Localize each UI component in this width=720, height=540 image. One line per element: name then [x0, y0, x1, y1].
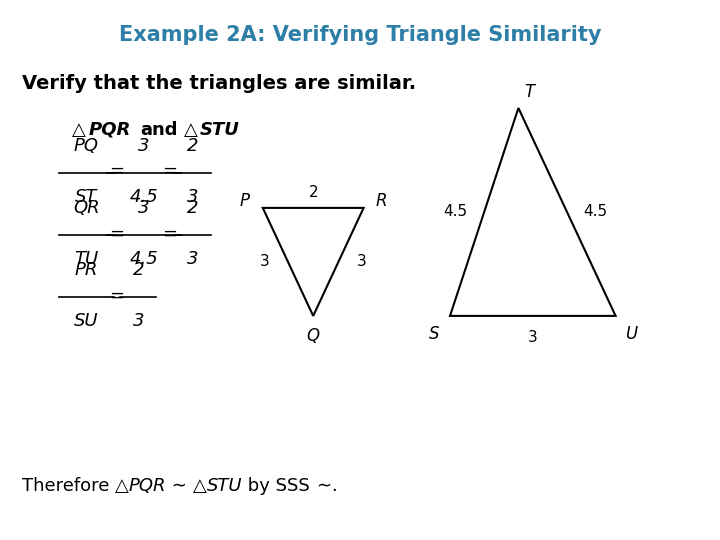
Text: PQ: PQ — [74, 137, 99, 155]
Text: 3: 3 — [138, 199, 150, 217]
Text: =: = — [109, 286, 124, 305]
Text: △: △ — [184, 120, 197, 139]
Text: =: = — [163, 224, 177, 242]
Text: ∼: ∼ — [166, 477, 193, 495]
Text: 3: 3 — [138, 137, 150, 155]
Text: SU: SU — [74, 312, 99, 330]
Text: by SSS: by SSS — [242, 477, 315, 495]
Text: STU: STU — [200, 120, 240, 139]
Text: STU: STU — [207, 477, 242, 495]
Text: ∼: ∼ — [315, 477, 330, 495]
Text: 4.5: 4.5 — [444, 205, 467, 219]
Text: =: = — [163, 162, 177, 180]
Text: ST: ST — [75, 188, 98, 206]
Text: Q: Q — [307, 327, 320, 346]
Text: and: and — [140, 120, 178, 139]
Text: PQR: PQR — [129, 477, 166, 495]
Text: 3: 3 — [132, 312, 144, 330]
Text: 4.5: 4.5 — [130, 250, 158, 268]
Text: TU: TU — [74, 250, 99, 268]
Text: 3: 3 — [187, 188, 199, 206]
Text: △: △ — [114, 477, 129, 495]
Text: 4.5: 4.5 — [130, 188, 158, 206]
Text: U: U — [626, 325, 637, 343]
Text: △: △ — [193, 477, 207, 495]
Text: 2: 2 — [187, 199, 199, 217]
Text: Verify that the triangles are similar.: Verify that the triangles are similar. — [22, 74, 415, 93]
Text: 3: 3 — [187, 250, 199, 268]
Text: S: S — [429, 325, 439, 343]
Text: T: T — [524, 83, 534, 101]
Text: 2: 2 — [187, 137, 199, 155]
Text: R: R — [376, 192, 387, 211]
Text: PR: PR — [75, 261, 98, 279]
Text: Therefore: Therefore — [22, 477, 114, 495]
Text: =: = — [109, 224, 124, 242]
Text: 3: 3 — [356, 254, 366, 269]
Text: PQR: PQR — [89, 120, 131, 139]
Text: QR: QR — [73, 199, 99, 217]
Text: 2: 2 — [132, 261, 144, 279]
Text: =: = — [109, 162, 124, 180]
Text: Example 2A: Verifying Triangle Similarity: Example 2A: Verifying Triangle Similarit… — [119, 25, 601, 45]
Text: 3: 3 — [528, 330, 538, 345]
Text: P: P — [240, 192, 250, 211]
Text: .: . — [330, 477, 336, 495]
Text: 4.5: 4.5 — [584, 205, 608, 219]
Text: 2: 2 — [308, 185, 318, 200]
Text: 3: 3 — [260, 254, 270, 269]
Text: △: △ — [72, 120, 86, 139]
